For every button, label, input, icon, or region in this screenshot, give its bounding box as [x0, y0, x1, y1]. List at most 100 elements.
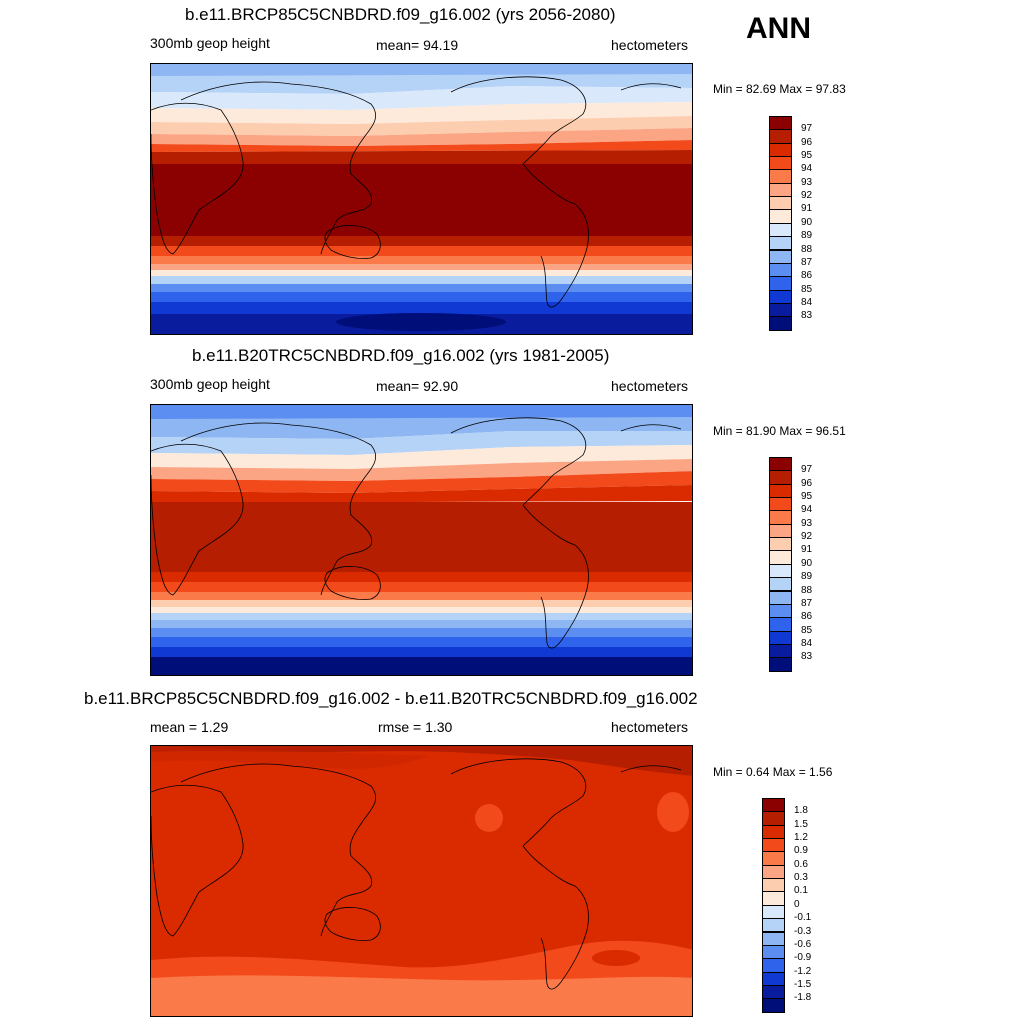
colorbar-tick-label: 89 — [801, 230, 813, 242]
colorbar-tick-label: 93 — [801, 176, 813, 188]
band — [151, 657, 692, 675]
colorbar-tick-label: 85 — [801, 283, 813, 295]
panel-1-title: b.e11.BRCP85C5CNBDRD.f09_g16.002 (yrs 20… — [185, 5, 616, 24]
coastlines — [151, 76, 682, 308]
field — [475, 804, 503, 832]
band — [151, 150, 692, 164]
colorbar-swatch — [769, 316, 792, 331]
colorbar-tick-label: 86 — [801, 611, 813, 623]
colorbar-tick-label: 90 — [801, 557, 813, 569]
panel-3-title: b.e11.BRCP85C5CNBDRD.f09_g16.002 - b.e11… — [84, 689, 698, 708]
colorbar-swatch — [769, 262, 792, 278]
colorbar-tick-label: 84 — [801, 637, 813, 649]
colorbar-swatch — [769, 497, 792, 512]
band — [151, 620, 692, 628]
band — [151, 628, 692, 637]
panel-3-left-label: mean = 1.29 — [150, 719, 229, 735]
colorbar-swatch — [762, 838, 785, 853]
field — [592, 950, 640, 966]
colorbar-swatch — [769, 196, 792, 211]
panel-1-center-label: mean= 94.19 — [376, 37, 459, 53]
panel-3-minmax: Min = 0.64 Max = 1.56 — [713, 765, 833, 779]
colorbar-tick-label: -0.1 — [794, 912, 812, 924]
field — [151, 975, 692, 1016]
colorbar-tick-label: 87 — [801, 256, 813, 268]
colorbar-swatch — [769, 302, 792, 318]
band — [151, 246, 692, 256]
colorbar-tick-label: 83 — [801, 310, 813, 322]
colorbar-tick-label: -1.2 — [794, 965, 812, 977]
band — [151, 128, 692, 146]
band — [151, 607, 692, 613]
colorbar-swatch — [769, 156, 792, 171]
band — [151, 140, 692, 152]
coastlines — [151, 417, 682, 649]
colorbar-tick-label: 0.6 — [794, 858, 808, 870]
band — [151, 431, 692, 455]
panel-1-minmax: Min = 82.69 Max = 97.83 — [713, 82, 846, 96]
band — [151, 64, 692, 76]
band — [151, 102, 692, 124]
band — [151, 264, 692, 270]
panel-2-title: b.e11.B20TRC5CNBDRD.f09_g16.002 (yrs 198… — [192, 346, 610, 365]
colorbar-swatch — [762, 998, 785, 1013]
field — [657, 792, 689, 832]
colorbar-tick-label: 97 — [801, 123, 813, 135]
panel-1-left-label: 300mb geop height — [150, 35, 270, 51]
colorbar-swatch — [769, 603, 792, 619]
panel-3-right-label: hectometers — [611, 719, 689, 735]
colorbar-swatch — [769, 523, 792, 539]
band — [336, 313, 506, 331]
colorbar-tick-label: -0.6 — [794, 938, 812, 950]
colorbar-swatch — [762, 851, 785, 866]
colorbar-tick-label: 97 — [801, 464, 813, 476]
band — [151, 292, 692, 302]
colorbar-swatch — [762, 918, 785, 933]
band — [151, 417, 692, 439]
colorbar-swatch — [762, 878, 785, 893]
band — [151, 502, 692, 572]
band — [151, 582, 692, 592]
band — [151, 471, 692, 493]
colorbar-tick-label: -1.5 — [794, 978, 812, 990]
colorbar-tick-label: -0.3 — [794, 925, 812, 937]
band — [151, 647, 692, 657]
panel-3-center-label: rmse = 1.30 — [378, 719, 453, 735]
band — [151, 459, 692, 481]
colorbar-tick-label: 83 — [801, 651, 813, 663]
colorbar-tick-label: 1.8 — [794, 805, 808, 817]
colorbar-tick-label: 96 — [801, 136, 813, 148]
season-label: ANN — [746, 12, 811, 45]
band — [151, 236, 692, 246]
colorbar-swatch — [762, 798, 785, 813]
colorbar-swatch — [769, 510, 792, 525]
colorbar-swatch — [769, 222, 792, 238]
colorbar-tick-label: 0.1 — [794, 885, 808, 897]
colorbar-tick-label: 92 — [801, 531, 813, 543]
colorbar-tick-label: 91 — [801, 203, 813, 215]
panel-3-map — [150, 745, 693, 1017]
panel-2-map-svg — [151, 405, 692, 675]
colorbar-tick-label: 94 — [801, 163, 813, 175]
colorbar-swatch — [769, 550, 792, 565]
colorbar-tick-label: 90 — [801, 216, 813, 228]
colorbar-swatch — [762, 944, 785, 960]
colorbar-swatch — [762, 971, 785, 986]
colorbar-swatch — [762, 891, 785, 906]
band — [151, 302, 692, 314]
band — [151, 572, 692, 582]
colorbar-swatch — [769, 276, 792, 291]
colorbar-swatch — [769, 643, 792, 659]
colorbar-tick-label: -1.8 — [794, 992, 812, 1004]
colorbar-swatch — [769, 129, 792, 144]
colorbar-tick-label: 94 — [801, 504, 813, 516]
band — [151, 613, 692, 620]
band — [151, 116, 692, 136]
field — [151, 746, 692, 776]
colorbar-tick-label: 88 — [801, 243, 813, 255]
colorbar-tick-label: 84 — [801, 296, 813, 308]
colorbar-swatch — [769, 182, 792, 198]
band — [151, 445, 692, 469]
colorbar-swatch — [769, 537, 792, 552]
colorbar-tick-label: 87 — [801, 597, 813, 609]
